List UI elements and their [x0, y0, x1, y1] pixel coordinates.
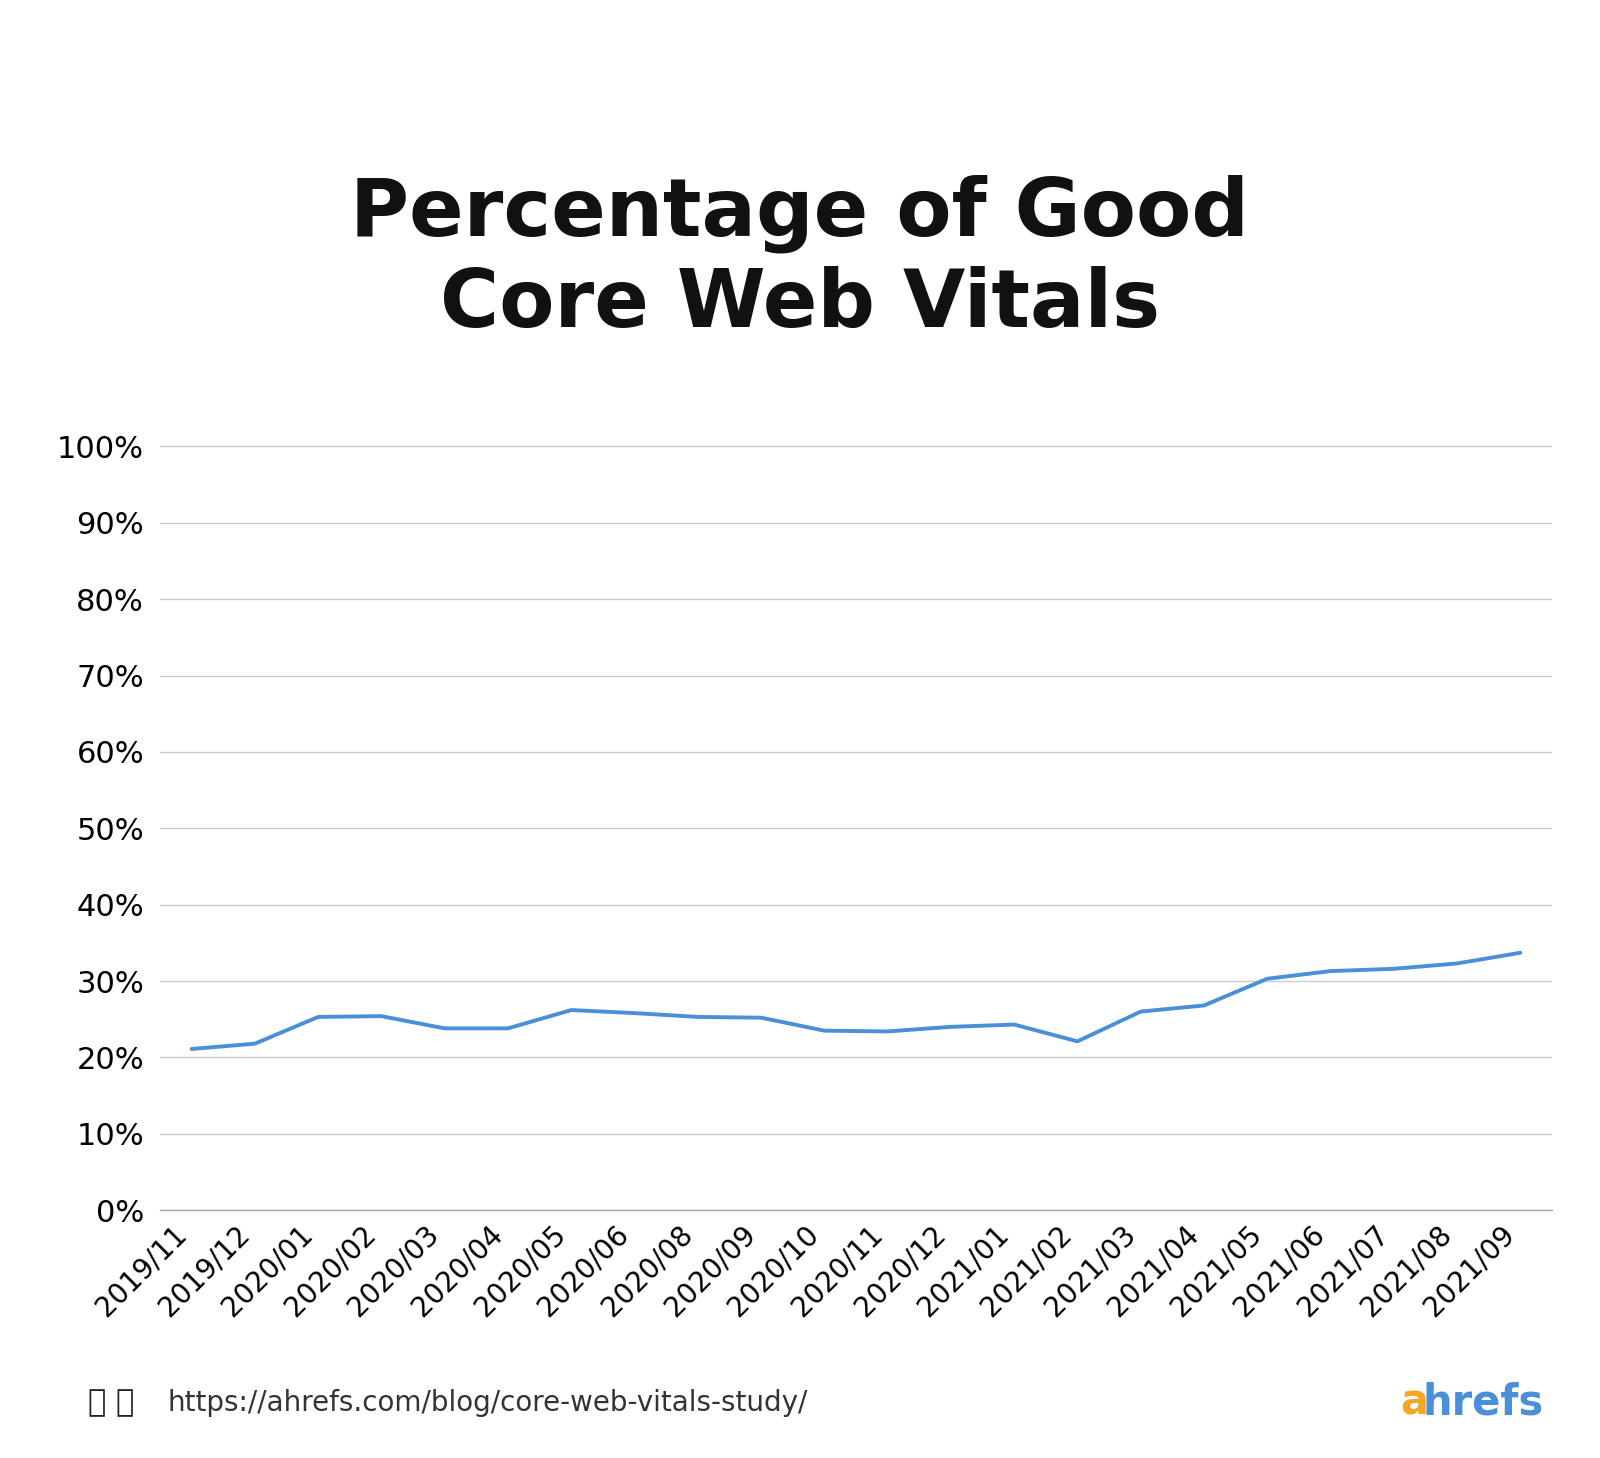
Text: Ⓒ ⓘ: Ⓒ ⓘ	[88, 1388, 134, 1417]
Text: Percentage of Good
Core Web Vitals: Percentage of Good Core Web Vitals	[350, 175, 1250, 344]
Text: https://ahrefs.com/blog/core-web-vitals-study/: https://ahrefs.com/blog/core-web-vitals-…	[168, 1388, 808, 1417]
Text: hrefs: hrefs	[1422, 1382, 1544, 1423]
Text: a: a	[1400, 1382, 1429, 1423]
